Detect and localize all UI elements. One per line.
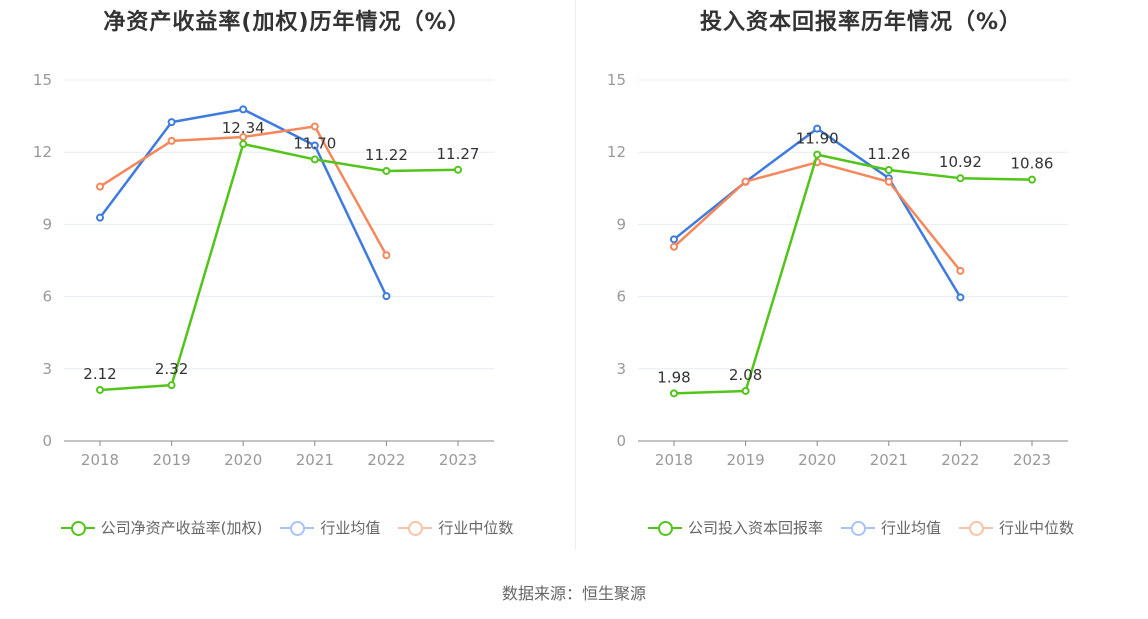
roic-chart-panel: 投入资本回报率历年情况（%） 0 3 6 9 12 15 2018 2019 2020 2021 2… [574,0,1148,560]
data-point [382,166,391,175]
y-tick-label: 0 [616,432,626,450]
data-point [239,140,248,149]
data-point [167,136,176,145]
legend-marker-icon [959,520,993,536]
series-line [99,142,459,392]
y-tick-label: 15 [33,71,52,89]
series-line [673,161,962,272]
series-2 [670,158,965,275]
x-tick-label: 2023 [439,451,477,469]
legend-item-company[interactable]: 公司净资产收益率(加权) [60,517,263,538]
series-0: 1.98 2.08 11.90 11.26 10.92 10.86 [657,130,1054,398]
x-tick-label: 2019 [153,451,191,469]
data-point [670,235,678,244]
data-label: 10.86 [1011,155,1054,173]
legend-marker-icon [840,520,875,536]
data-label: 1.98 [657,368,690,386]
y-tick-label: 0 [42,432,52,450]
data-point [670,242,678,251]
x-tick-label: 2022 [941,451,979,469]
legend-item-industry-median[interactable]: 行业中位数 [959,517,1074,538]
legend-marker-icon [60,520,95,536]
y-tick-label: 12 [607,143,626,161]
x-tick-label: 2020 [798,451,836,469]
data-point [813,150,822,159]
legend-marker-icon [280,520,315,536]
series-line [673,153,1033,395]
legend-label: 公司投入资本回报率 [687,519,823,537]
data-label: 11.22 [365,146,408,164]
roe-line-chart: 0 3 6 9 12 15 2018 2019 2020 2021 2022 2023 2.12 2.32… [33,71,494,469]
data-label: 2.12 [83,365,116,383]
x-tick-label: 2019 [727,451,765,469]
data-point [382,292,391,301]
data-label: 11.90 [796,130,839,148]
y-tick-label: 6 [616,288,626,306]
chart-title: 投入资本回报率历年情况（%） [699,10,1023,35]
legend-item-industry-median[interactable]: 行业中位数 [398,517,513,538]
data-source-note: 数据来源：恒生聚源 [501,584,646,603]
data-label: 2.32 [155,360,188,378]
data-label: 2.08 [729,366,762,384]
data-point [670,389,678,398]
y-tick-label: 12 [33,143,52,161]
chart-legend: 公司投入资本回报率 行业均值 行业中位数 [574,517,1148,538]
data-point [310,155,319,164]
legend-marker-icon [398,520,433,536]
data-point [1028,175,1036,184]
data-label: 12.34 [222,119,265,137]
chart-legend: 公司净资产收益率(加权) 行业均值 行业中位数 [0,517,574,538]
y-tick-label: 6 [42,288,52,306]
x-tick-label: 2018 [655,451,693,469]
x-tick-label: 2021 [870,451,908,469]
x-tick-label: 2022 [367,451,405,469]
y-tick-label: 3 [42,360,52,378]
x-tick-label: 2023 [1013,451,1051,469]
legend-item-industry-average[interactable]: 行业均值 [280,517,380,538]
series-1 [96,105,391,301]
data-point [884,166,893,175]
data-point [96,213,104,222]
data-point [884,177,893,186]
roe-chart-panel: 净资产收益率(加权)历年情况（%） 0 3 6 9 12 15 2018 2019 2020 20… [0,0,574,560]
series-0: 2.12 2.32 12.34 11.70 11.22 11.27 [83,119,480,394]
legend-label: 行业均值 [880,519,941,537]
data-point [741,386,750,395]
data-point [956,174,965,183]
data-label: 11.70 [293,134,336,152]
legend-marker-icon [647,520,682,536]
data-point [741,177,750,186]
chart-title: 净资产收益率(加权)历年情况（%） [103,10,471,35]
data-point [96,385,104,394]
x-tick-label: 2021 [296,451,334,469]
data-point [167,118,176,127]
legend-item-industry-average[interactable]: 行业均值 [840,517,941,538]
panel-divider [575,0,576,550]
data-point [310,122,319,131]
y-tick-label: 9 [616,215,626,233]
roic-line-chart: 0 3 6 9 12 15 2018 2019 2020 2021 2022 2023 1.98 2.08… [607,71,1068,469]
legend-label: 行业中位数 [999,519,1075,537]
x-tick-label: 2018 [81,451,119,469]
legend-item-company[interactable]: 公司投入资本回报率 [647,517,823,538]
data-point [382,251,391,260]
legend-label: 行业均值 [320,519,381,537]
data-point [956,266,965,275]
y-tick-label: 9 [42,215,52,233]
data-point [239,105,248,114]
data-label: 10.92 [939,153,982,171]
x-tick-label: 2020 [224,451,262,469]
data-point [96,182,104,191]
data-point [454,165,462,174]
data-label: 11.26 [867,145,910,163]
legend-label: 公司净资产收益率(加权) [100,519,263,537]
y-tick-label: 3 [616,360,626,378]
data-label: 11.27 [437,145,480,163]
data-point [310,141,319,150]
data-point [167,381,176,390]
y-tick-label: 15 [607,71,626,89]
data-point [813,124,822,133]
legend-label: 行业中位数 [438,519,514,537]
data-point [956,293,965,302]
